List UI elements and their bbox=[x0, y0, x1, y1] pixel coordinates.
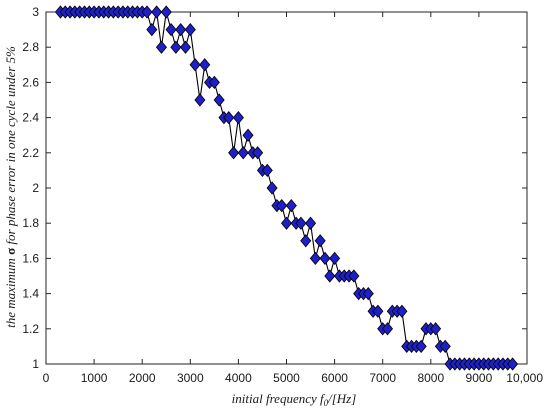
x-tick-label: 1000 bbox=[81, 371, 108, 385]
data-point bbox=[507, 357, 519, 371]
data-point bbox=[155, 40, 167, 54]
data-point bbox=[213, 93, 225, 107]
data-point bbox=[305, 216, 317, 230]
series-markers bbox=[54, 5, 519, 371]
plot-frame bbox=[45, 11, 528, 365]
x-tick-label: 10,000 bbox=[506, 371, 543, 385]
data-point bbox=[160, 5, 172, 19]
y-tick-label: 1.2 bbox=[22, 322, 39, 336]
y-tick-label: 1.6 bbox=[22, 251, 39, 265]
data-point bbox=[295, 216, 307, 230]
data-point bbox=[329, 251, 341, 266]
data-point bbox=[372, 304, 384, 318]
data-point bbox=[309, 251, 321, 266]
x-axis: 0 1000 2000 3000 4000 5000 6000 7000 8000 9000 10,… bbox=[43, 12, 543, 385]
data-point bbox=[237, 146, 249, 160]
x-tick-label: 0 bbox=[43, 371, 50, 385]
data-point bbox=[223, 110, 235, 125]
y-tick-label: 1.4 bbox=[22, 287, 39, 301]
x-tick-label: 5000 bbox=[273, 371, 300, 385]
data-point bbox=[252, 146, 264, 160]
y-tick-label: 3 bbox=[32, 5, 39, 19]
data-point bbox=[146, 22, 158, 37]
x-tick-label: 4000 bbox=[225, 371, 252, 385]
data-point bbox=[261, 163, 273, 178]
data-point bbox=[300, 234, 312, 248]
data-point bbox=[266, 181, 278, 195]
data-point bbox=[280, 216, 293, 230]
data-point bbox=[362, 286, 374, 301]
y-axis: 1 1.2 1.4 1.6 1.8 2 2.2 2.4 2.6 2.8 3 bbox=[22, 5, 527, 371]
data-point bbox=[319, 251, 331, 266]
x-tick-label: 9000 bbox=[466, 371, 493, 385]
data-point bbox=[276, 198, 288, 213]
data-point bbox=[228, 146, 240, 160]
data-point bbox=[184, 22, 196, 37]
x-tick-label: 6000 bbox=[321, 371, 348, 385]
plot-area bbox=[45, 11, 528, 365]
data-point bbox=[151, 5, 163, 19]
data-point bbox=[415, 339, 427, 354]
data-point bbox=[199, 58, 211, 72]
data-point bbox=[232, 110, 244, 125]
x-axis-title: initial frequency f0/[Hz] bbox=[232, 391, 357, 408]
x-tick-label: 3000 bbox=[177, 371, 204, 385]
data-point bbox=[175, 22, 187, 37]
data-point bbox=[141, 5, 153, 19]
y-tick-label: 2 bbox=[32, 181, 39, 195]
data-point bbox=[189, 58, 201, 72]
data-point bbox=[381, 322, 394, 336]
x-tick-label: 2000 bbox=[129, 371, 156, 385]
y-axis-title: the maximum σ for phase error in one cyc… bbox=[3, 46, 18, 328]
data-point bbox=[314, 234, 326, 248]
data-point bbox=[208, 75, 220, 90]
data-point bbox=[396, 304, 408, 318]
y-tick-label: 2.8 bbox=[22, 40, 39, 54]
data-point bbox=[165, 22, 177, 37]
x-tick-label: 8000 bbox=[417, 371, 444, 385]
x-tick-label: 7000 bbox=[369, 371, 396, 385]
y-tick-label: 1 bbox=[32, 357, 39, 371]
y-tick-label: 1.8 bbox=[22, 216, 39, 230]
data-point bbox=[194, 93, 206, 107]
y-tick-label: 2.4 bbox=[22, 111, 39, 125]
data-point bbox=[324, 269, 336, 283]
y-tick-label: 2.2 bbox=[22, 146, 39, 160]
data-point bbox=[242, 128, 254, 142]
data-point bbox=[430, 322, 442, 336]
y-tick-label: 2.6 bbox=[22, 75, 39, 89]
data-point bbox=[348, 269, 360, 283]
data-point bbox=[179, 40, 192, 54]
data-point bbox=[439, 339, 451, 354]
data-point bbox=[170, 40, 182, 54]
data-point bbox=[285, 198, 297, 213]
